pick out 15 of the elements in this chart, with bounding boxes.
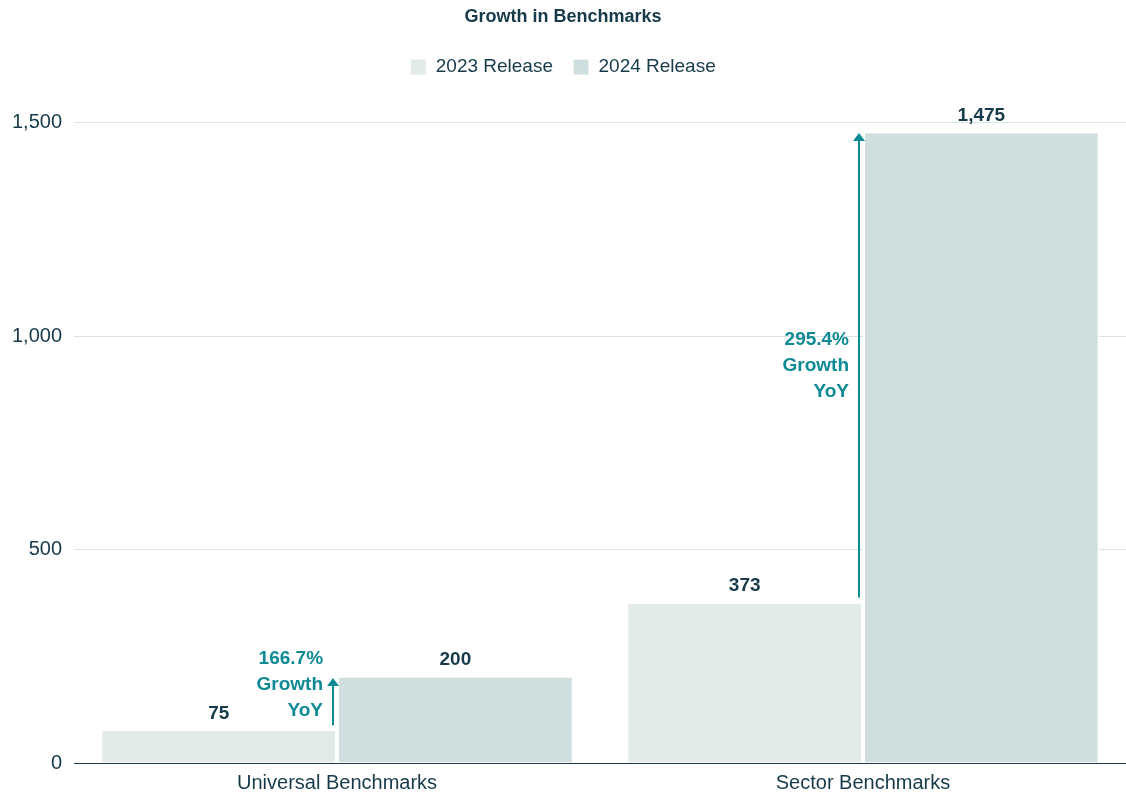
legend-label: 2024 Release (598, 55, 716, 77)
text: 373 (728, 574, 761, 596)
annotation: 295.4% Growth YoY (782, 327, 850, 401)
y-tick-label: 500 (28, 537, 63, 560)
x-tick-label: Sector Benchmarks (775, 770, 951, 793)
y-tick-label: 1,500 (11, 110, 63, 133)
y-tick-label: 0 (50, 750, 63, 773)
text: 1,475 (957, 104, 1006, 126)
legend-label: 2023 Release (435, 55, 554, 77)
text: 200 (439, 648, 472, 670)
text: 75 (208, 701, 230, 723)
chart-title: Growth in Benchmarks (464, 5, 662, 26)
x-tick-label: Universal Benchmarks (237, 770, 438, 793)
y-tick-label: 1,000 (11, 323, 63, 346)
annotation: 166.7% Growth YoY (256, 647, 324, 721)
